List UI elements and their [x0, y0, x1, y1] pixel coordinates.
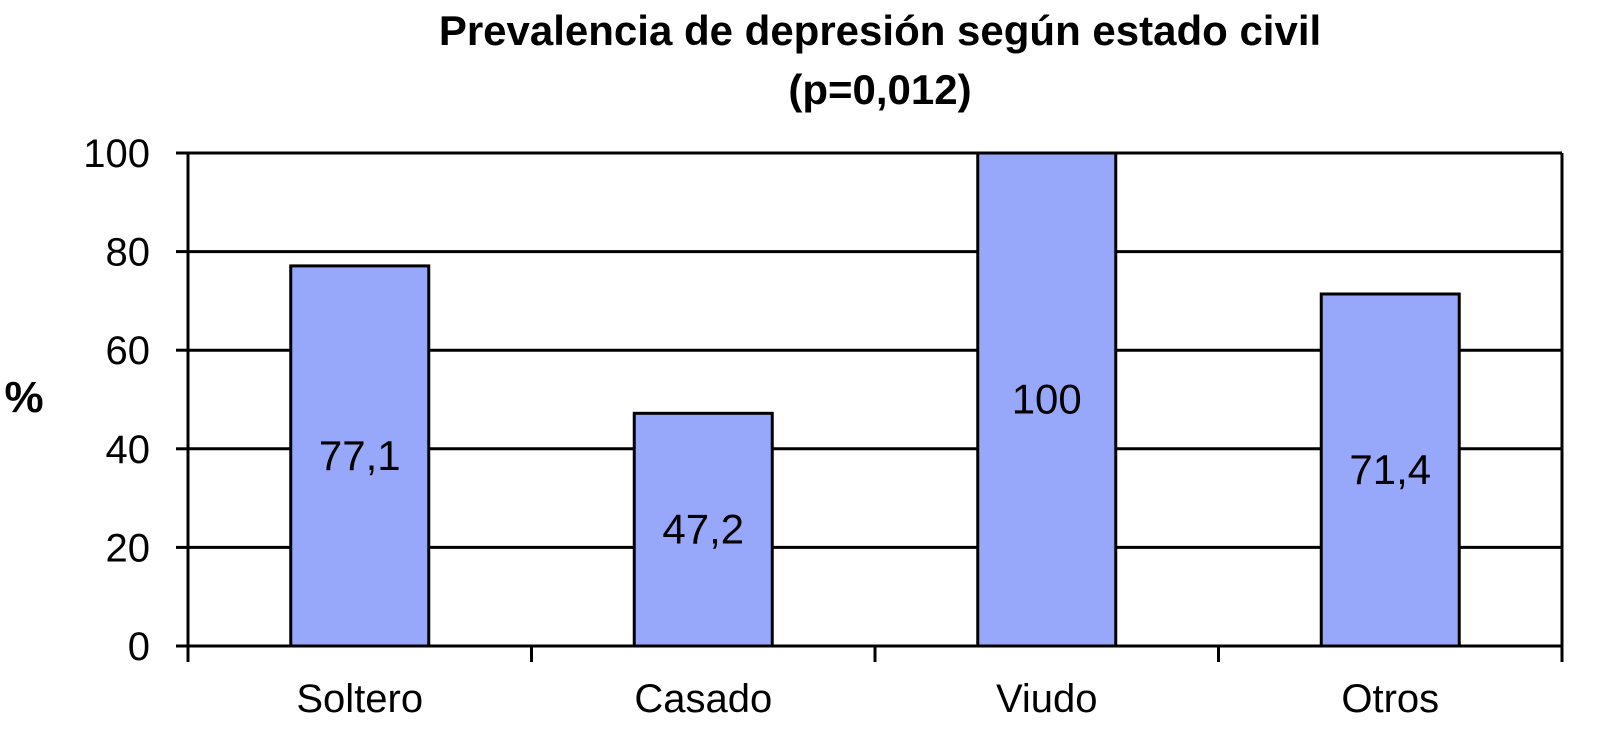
x-tick-label: Soltero — [296, 677, 423, 721]
bar-viudo — [976, 151, 1118, 648]
data-label: 100 — [1012, 376, 1082, 423]
x-tick-label: Casado — [634, 677, 772, 721]
y-tick-label: 60 — [106, 329, 151, 373]
y-tick-label: 100 — [83, 132, 150, 176]
y-tick-label: 80 — [106, 231, 151, 275]
x-tick-label: Otros — [1341, 677, 1439, 721]
y-tick-label: 40 — [106, 428, 151, 472]
data-label: 77,1 — [319, 432, 401, 479]
bar-otros — [1319, 292, 1461, 648]
plot-area: 77,1 47,2 100 71,4 0 20 40 60 80 100 Soltero Casado… — [83, 132, 1564, 721]
data-label: 47,2 — [662, 506, 744, 553]
x-tick-label: Viudo — [996, 677, 1098, 721]
y-axis-label: % — [4, 373, 43, 422]
chart-subtitle: (p=0,012) — [788, 66, 971, 113]
bar-casado — [632, 411, 774, 648]
y-tick-label: 0 — [128, 625, 150, 669]
data-label: 71,4 — [1349, 446, 1431, 493]
chart-title: Prevalencia de depresión según estado ci… — [439, 7, 1321, 54]
y-tick-label: 20 — [106, 526, 151, 570]
